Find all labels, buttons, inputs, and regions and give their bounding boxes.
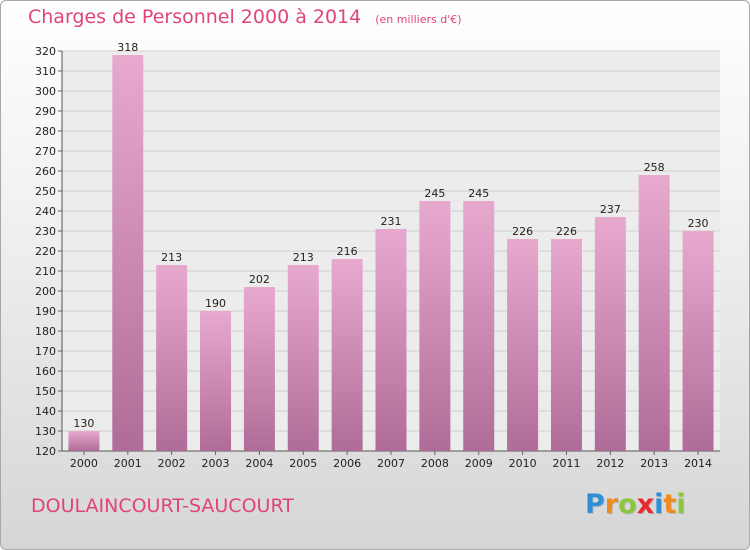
value-label: 213	[161, 251, 182, 264]
y-tick-label: 310	[35, 65, 56, 78]
x-tick-label: 2009	[465, 457, 493, 470]
x-tick-label: 2005	[289, 457, 317, 470]
x-tick-label: 2003	[202, 457, 230, 470]
y-tick-label: 320	[35, 45, 56, 58]
logo-letter: i	[654, 489, 664, 520]
bar	[68, 431, 100, 451]
x-tick-label: 2011	[552, 457, 580, 470]
x-tick-label: 2006	[333, 457, 361, 470]
logo-letter: i	[676, 489, 686, 520]
bar	[638, 175, 670, 451]
x-tick-label: 2001	[114, 457, 142, 470]
value-label: 318	[117, 41, 138, 54]
y-tick-label: 300	[35, 85, 56, 98]
logo-letter: t	[663, 489, 677, 520]
value-label: 216	[337, 245, 358, 258]
bar	[419, 201, 451, 451]
value-label: 202	[249, 273, 270, 286]
bar	[243, 287, 275, 451]
y-tick-label: 260	[35, 165, 56, 178]
value-label: 258	[644, 161, 665, 174]
bar	[287, 265, 319, 451]
proxiti-logo: Proxiti	[585, 489, 686, 520]
chart-title: Charges de Personnel 2000 à 2014	[28, 6, 362, 28]
chart-unit: (en milliers d'€)	[375, 13, 462, 26]
y-tick-label: 190	[35, 305, 56, 318]
x-tick-label: 2007	[377, 457, 405, 470]
bar	[550, 239, 582, 451]
x-tick-label: 2002	[158, 457, 186, 470]
place-name: DOULAINCOURT-SAUCOURT	[31, 495, 294, 517]
bar	[463, 201, 495, 451]
y-tick-label: 120	[35, 445, 56, 458]
x-tick-label: 2008	[421, 457, 449, 470]
y-tick-label: 290	[35, 105, 56, 118]
logo-letter: x	[636, 489, 655, 520]
bar	[200, 311, 232, 451]
x-tick-label: 2013	[640, 457, 668, 470]
y-tick-label: 170	[35, 345, 56, 358]
bar	[331, 259, 363, 451]
bar	[375, 229, 407, 451]
logo-letter: o	[618, 489, 637, 520]
y-tick-label: 240	[35, 205, 56, 218]
logo-letter: P	[585, 489, 605, 520]
value-label: 130	[73, 417, 94, 430]
value-label: 237	[600, 203, 621, 216]
y-tick-label: 250	[35, 185, 56, 198]
logo-letter: r	[604, 489, 619, 520]
value-label: 245	[424, 187, 445, 200]
x-tick-label: 2014	[684, 457, 712, 470]
y-tick-label: 220	[35, 245, 56, 258]
x-tick-label: 2010	[509, 457, 537, 470]
bar	[507, 239, 539, 451]
value-label: 190	[205, 297, 226, 310]
y-tick-label: 280	[35, 125, 56, 138]
x-tick-label: 2000	[70, 457, 98, 470]
value-label: 213	[293, 251, 314, 264]
bar	[682, 231, 714, 451]
y-tick-label: 180	[35, 325, 56, 338]
x-tick-label: 2004	[245, 457, 273, 470]
y-tick-label: 140	[35, 405, 56, 418]
y-tick-label: 160	[35, 365, 56, 378]
y-tick-label: 130	[35, 425, 56, 438]
y-tick-label: 210	[35, 265, 56, 278]
bar	[594, 217, 626, 451]
y-tick-label: 150	[35, 385, 56, 398]
y-tick-label: 270	[35, 145, 56, 158]
bar	[156, 265, 188, 451]
title-row: Charges de Personnel 2000 à 2014 (en mill…	[28, 6, 462, 28]
value-label: 245	[468, 187, 489, 200]
value-label: 231	[381, 215, 402, 228]
y-tick-label: 200	[35, 285, 56, 298]
value-label: 226	[556, 225, 577, 238]
bar	[112, 55, 144, 451]
y-tick-label: 230	[35, 225, 56, 238]
value-label: 226	[512, 225, 533, 238]
x-tick-label: 2012	[596, 457, 624, 470]
value-label: 230	[688, 217, 709, 230]
